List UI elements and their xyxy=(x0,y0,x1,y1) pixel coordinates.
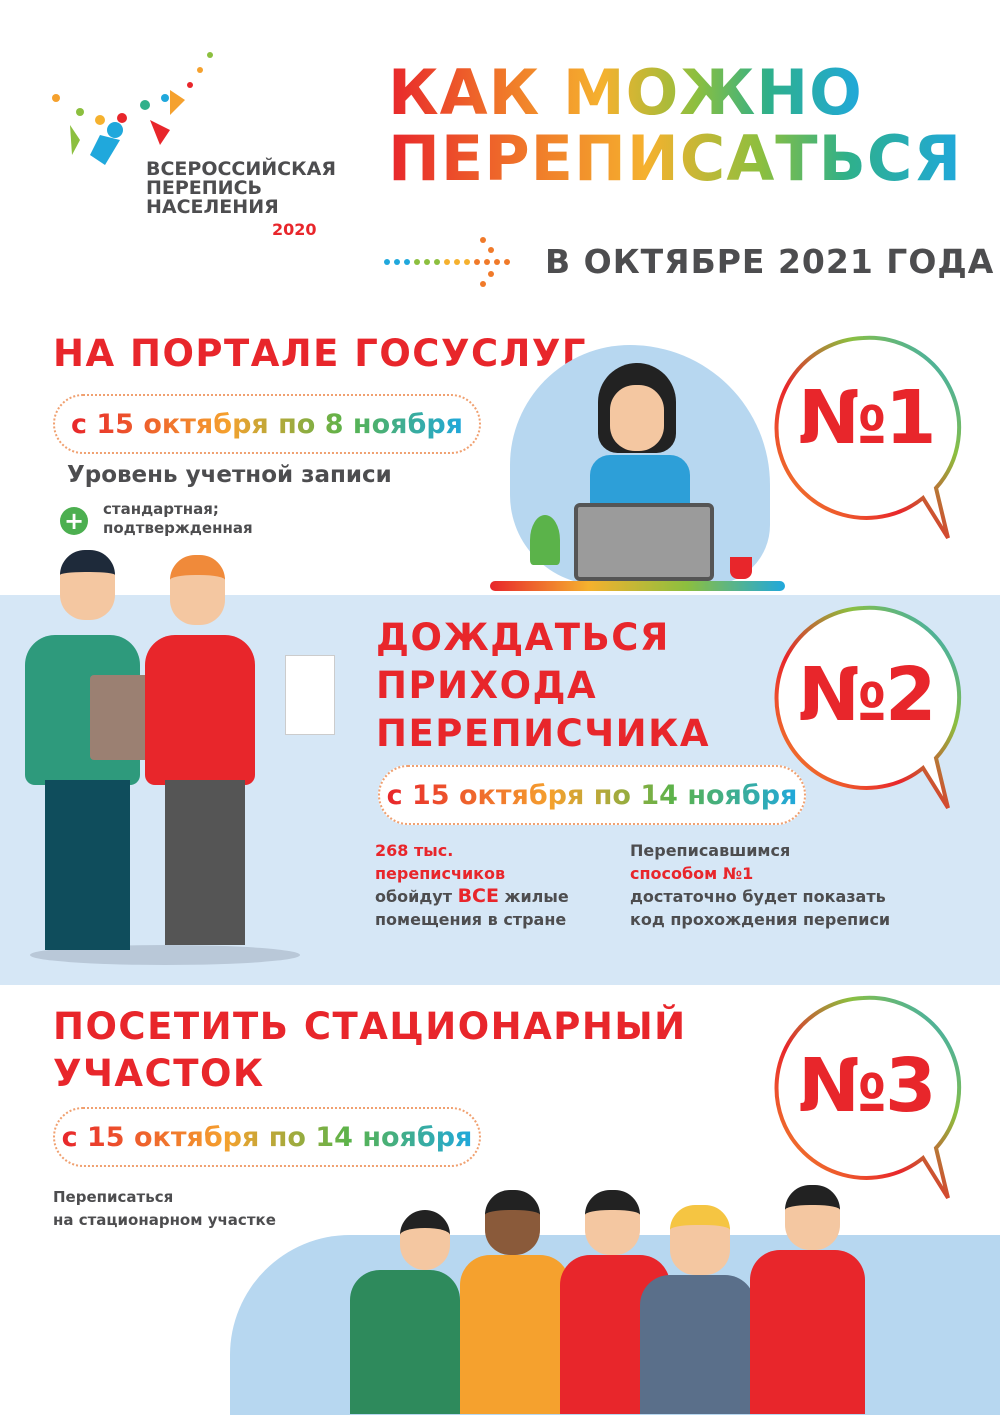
method3-dates-text: с 15 октября по 14 ноября xyxy=(61,1121,473,1153)
note-post: жилые xyxy=(498,887,569,906)
note-highlight-count: 268 тыс. xyxy=(375,841,454,860)
method2-dates-text: с 15 октября по 14 ноября xyxy=(386,779,798,811)
method3-number: №3 xyxy=(798,1043,937,1129)
method3-note-line2: на стационарном участке xyxy=(53,1211,276,1229)
method1-number: №1 xyxy=(798,375,937,461)
account-level-1: стандартная; xyxy=(103,500,219,518)
woman-laptop-illustration xyxy=(490,345,790,595)
method2-title-line2: ПРИХОДА xyxy=(376,664,598,707)
method1-dates: с 15 октября по 8 ноября xyxy=(53,394,481,454)
title-line1: КАК МОЖНО xyxy=(388,56,863,129)
plus-icon: + xyxy=(60,507,88,535)
method1-dates-text: с 15 октября по 8 ноября xyxy=(70,408,463,440)
note-line4: помещения в стране xyxy=(375,910,567,929)
note-pre: обойдут xyxy=(375,887,458,906)
census-takers-note: 268 тыс. переписчиков обойдут ВСЕ жилые … xyxy=(375,839,569,931)
speech-bubble-1 xyxy=(774,335,962,540)
account-level-label: Уровень учетной записи xyxy=(67,462,392,488)
method3-title-line1: ПОСЕТИТЬ СТАЦИОНАРНЫЙ xyxy=(53,1005,687,1048)
code-note-line3: достаточно будет показать xyxy=(630,887,886,906)
note-caps: ВСЕ xyxy=(457,885,499,907)
speech-bubble-2 xyxy=(774,605,962,810)
method2-title-line3: ПЕРЕПИСЧИКА xyxy=(376,712,710,755)
account-level-2: подтвержденная xyxy=(103,519,253,537)
method2-dates: с 15 октября по 14 ноября xyxy=(378,765,806,825)
subtitle: В ОКТЯБРЕ 2021 ГОДА xyxy=(545,242,995,281)
method2-number: №2 xyxy=(798,652,937,738)
code-note-highlight: способом №1 xyxy=(630,864,754,883)
logo-line2: ПЕРЕПИСЬ xyxy=(146,177,263,199)
logo: ВСЕРОССИЙСКАЯ ПЕРЕПИСЬ НАСЕЛЕНИЯ 2020 xyxy=(50,50,340,240)
census-takers-illustration xyxy=(25,545,345,965)
logo-line1: ВСЕРОССИЙСКАЯ xyxy=(146,158,336,180)
method3-note-line1: Переписаться xyxy=(53,1188,174,1206)
method3-title-line2: УЧАСТОК xyxy=(53,1052,265,1095)
speech-bubble-3 xyxy=(774,995,962,1200)
code-note-line4: код прохождения переписи xyxy=(630,910,891,929)
method3-dates: с 15 октября по 14 ноября xyxy=(53,1107,481,1167)
logo-figures-icon xyxy=(52,52,213,165)
code-note: Переписавшимся способом №1 достаточно бу… xyxy=(630,839,890,931)
logo-year: 2020 xyxy=(272,220,317,239)
method1-title: НА ПОРТАЛЕ ГОСУСЛУГ xyxy=(53,332,587,375)
note-highlight-takers: переписчиков xyxy=(375,864,506,883)
title-line2: ПЕРЕПИСАТЬСЯ xyxy=(388,122,963,195)
dotted-arrow-icon xyxy=(384,237,510,287)
people-waving-illustration xyxy=(230,1130,1000,1415)
method2-title-line1: ДОЖДАТЬСЯ xyxy=(376,616,670,659)
code-note-line1: Переписавшимся xyxy=(630,841,791,860)
logo-line3: НАСЕЛЕНИЯ xyxy=(146,196,279,218)
